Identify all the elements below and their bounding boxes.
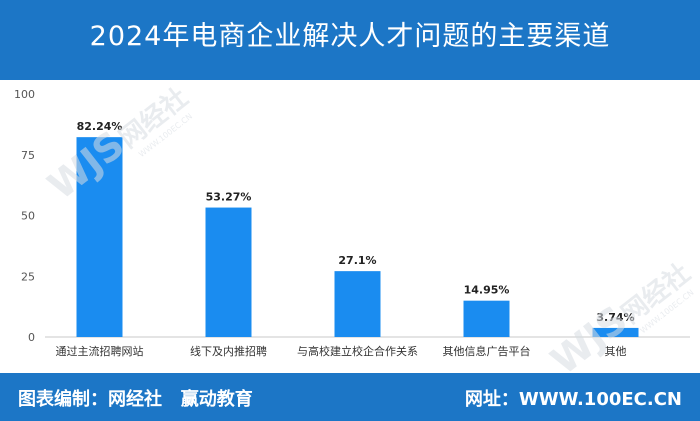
data-label: 3.74% [596, 311, 634, 324]
y-tick-label: 100 [14, 88, 35, 101]
y-tick-label: 25 [21, 270, 35, 283]
x-tick-label: 通过主流招聘网站 [56, 344, 144, 358]
bar [463, 300, 510, 337]
chart-area: 0 25 50 75 100 82.24% 通过主流招聘网站 53.27% 线下及内推招聘 27… [0, 80, 700, 380]
y-tick-label: 50 [21, 210, 35, 223]
footer-credit: 图表编制：网经社 赢动教育 [18, 389, 253, 410]
bar [334, 271, 381, 337]
x-tick-label: 与高校建立校企合作关系 [297, 344, 418, 358]
data-label: 82.24% [77, 120, 123, 133]
footer-bar: 图表编制：网经社 赢动教育 网址：WWW.100EC.CN [0, 373, 700, 421]
bar-chart: 0 25 50 75 100 82.24% 通过主流招聘网站 53.27% 线下及内推招聘 27… [14, 88, 690, 358]
y-tick-label: 0 [28, 331, 35, 344]
bar [76, 137, 123, 337]
data-label: 14.95% [464, 284, 510, 297]
data-label: 53.27% [206, 191, 252, 204]
x-tick-label: 其他信息广告平台 [443, 344, 531, 358]
footer-url: 网址：WWW.100EC.CN [464, 389, 682, 410]
x-tick-label: 线下及内推招聘 [190, 344, 267, 358]
chart-title: 2024年电商企业解决人才问题的主要渠道 [89, 21, 611, 52]
x-tick-label: 其他 [605, 345, 627, 358]
data-label: 27.1% [338, 254, 376, 267]
y-axis-ticks: 0 25 50 75 100 [14, 88, 35, 344]
y-tick-label: 75 [21, 149, 35, 162]
bar [205, 207, 252, 337]
header-bar: 2024年电商企业解决人才问题的主要渠道 [0, 0, 700, 80]
bar-series: 82.24% 通过主流招聘网站 53.27% 线下及内推招聘 27.1% 与高校建立校企合… [56, 120, 639, 358]
bar [592, 327, 639, 337]
